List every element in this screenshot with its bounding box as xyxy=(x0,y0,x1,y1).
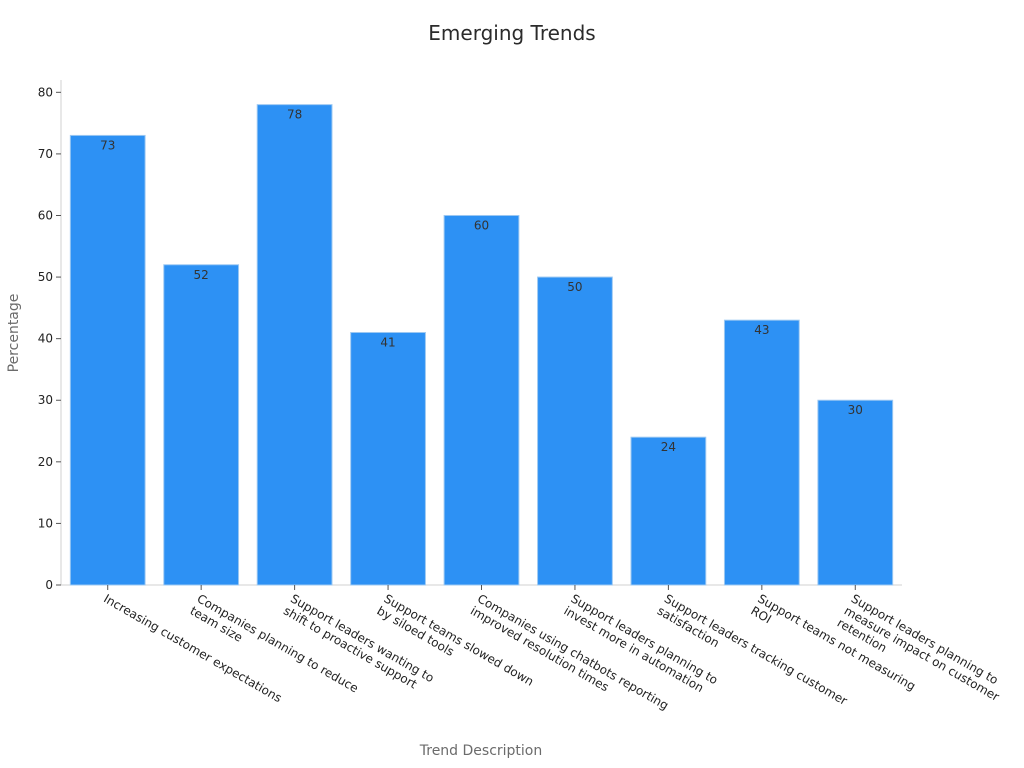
y-tick-label: 20 xyxy=(38,455,53,469)
data-label: 50 xyxy=(567,280,582,294)
data-label: 78 xyxy=(287,108,302,122)
y-axis-title: Percentage xyxy=(6,294,22,373)
data-label: 43 xyxy=(754,323,769,337)
data-label: 30 xyxy=(848,403,863,417)
y-tick-label: 30 xyxy=(38,393,53,407)
bar[interactable] xyxy=(69,134,146,586)
bar[interactable] xyxy=(537,276,613,586)
y-tick-label: 80 xyxy=(38,85,53,99)
y-tick-label: 60 xyxy=(38,208,53,222)
chart-title: Emerging Trends xyxy=(428,21,595,45)
x-axis-title: Trend Description xyxy=(419,743,543,759)
data-label: 60 xyxy=(474,218,489,232)
y-tick-label: 70 xyxy=(38,147,53,161)
y-tick-label: 40 xyxy=(38,332,53,346)
y-tick-label: 0 xyxy=(45,578,53,592)
data-label: 52 xyxy=(194,268,209,282)
data-label: 41 xyxy=(380,336,395,350)
y-tick-label: 50 xyxy=(38,270,53,284)
bar[interactable] xyxy=(443,214,520,586)
bar[interactable] xyxy=(350,332,426,586)
bar[interactable] xyxy=(630,436,707,586)
data-label: 24 xyxy=(661,440,676,454)
bar[interactable] xyxy=(163,264,240,586)
bar[interactable] xyxy=(723,319,800,586)
y-tick-label: 10 xyxy=(38,516,53,530)
bar[interactable] xyxy=(817,399,894,586)
data-label: 73 xyxy=(100,138,115,152)
bar[interactable] xyxy=(256,104,333,586)
